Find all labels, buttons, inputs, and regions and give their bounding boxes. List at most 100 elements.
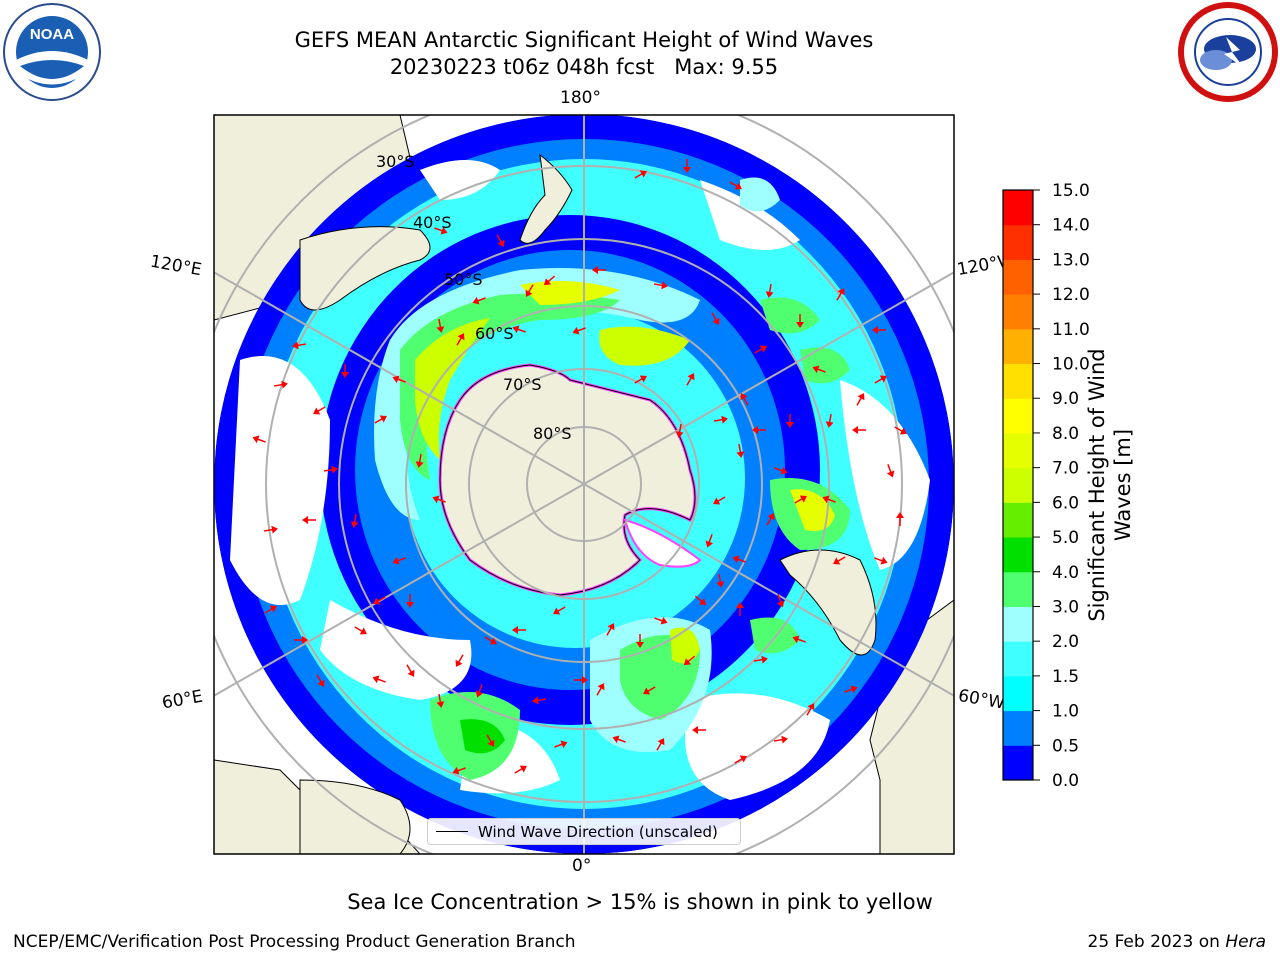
wave-direction-arrow bbox=[792, 635, 806, 644]
footer-machine: Hera bbox=[1225, 932, 1266, 952]
wave-direction-arrow bbox=[713, 415, 728, 424]
wave-direction-arrow bbox=[373, 596, 386, 605]
wave-direction-arrow bbox=[512, 325, 526, 334]
wave-direction-arrow bbox=[754, 345, 767, 354]
colorbar-tick-label: 15.0 bbox=[1052, 181, 1090, 201]
wave-direction-arrow bbox=[852, 426, 866, 434]
wave-direction-arrow bbox=[740, 393, 749, 406]
wave-direction-arrow bbox=[734, 755, 747, 764]
wave-direction-arrow bbox=[292, 341, 307, 350]
colorbar-tick-label: 1.5 bbox=[1052, 667, 1079, 687]
lon-label-180: 180° bbox=[560, 88, 601, 108]
wave-direction-arrow bbox=[350, 513, 359, 528]
colorbar-swatch bbox=[1003, 467, 1033, 503]
noaa-logo-text: NOAA bbox=[30, 26, 74, 43]
footer-date-text: 25 Feb 2023 on bbox=[1087, 932, 1220, 952]
wave-direction-arrow bbox=[452, 766, 466, 775]
colorbar-swatch bbox=[1003, 745, 1033, 781]
wave-direction-arrow bbox=[656, 738, 665, 751]
wave-direction-arrow bbox=[874, 375, 887, 384]
sea-ice-note: Sea Ice Concentration > 15% is shown in … bbox=[347, 890, 933, 914]
colorbar: 0.0 0.5 1.0 1.5 2.0 3.0 4.0 5.0 6.0 7.0 8.0 9.0 10.0… bbox=[1002, 181, 1090, 791]
wave-direction-arrow bbox=[683, 655, 696, 666]
wave-direction-arrow bbox=[836, 288, 845, 301]
wave-direction-arrow bbox=[686, 373, 695, 386]
wave-direction-arrow bbox=[636, 634, 644, 648]
wave-direction-arrow bbox=[472, 296, 486, 305]
colorbar-tick-label: 6.0 bbox=[1052, 493, 1079, 513]
lat-label-50s: 50°S bbox=[444, 270, 483, 289]
wave-direction-arrow bbox=[484, 636, 497, 645]
land-outside-disk bbox=[214, 115, 954, 854]
wave-direction-arrow bbox=[475, 684, 484, 698]
colorbar-tick-label: 7.0 bbox=[1052, 459, 1079, 479]
colorbar-swatch bbox=[1003, 294, 1033, 330]
wave-direction-arrow bbox=[794, 495, 807, 504]
colorbar-swatch bbox=[1003, 710, 1033, 746]
wave-direction-arrow bbox=[716, 573, 725, 588]
colorbar-swatch bbox=[1003, 571, 1033, 607]
wave-direction-arrow bbox=[874, 556, 888, 565]
wave-direction-arrow bbox=[796, 314, 804, 328]
wave-direction-arrow bbox=[765, 283, 774, 298]
wave-direction-arrow bbox=[822, 495, 836, 504]
wave-direction-arrow bbox=[553, 606, 566, 615]
colorbar-swatch bbox=[1003, 328, 1033, 365]
wave-direction-arrow bbox=[436, 693, 445, 708]
wave-direction-arrow bbox=[694, 595, 707, 606]
wave-direction-arrow bbox=[496, 234, 505, 247]
wave-direction-arrow bbox=[374, 415, 387, 424]
wave-direction-arrow bbox=[323, 465, 338, 474]
wave-direction-arrow bbox=[264, 605, 277, 614]
wave-direction-arrow bbox=[844, 685, 858, 694]
wave-direction-arrow bbox=[263, 525, 278, 534]
lat-label-40s: 40°S bbox=[413, 213, 452, 232]
colorbar-tick-label: 1.0 bbox=[1052, 702, 1079, 722]
wave-direction-arrow bbox=[711, 312, 720, 325]
colorbar-tick-label: 5.0 bbox=[1052, 528, 1079, 548]
colorbar-tick-label: 4.0 bbox=[1052, 563, 1079, 583]
wave-direction-arrow bbox=[634, 375, 647, 384]
wave-direction-arrow bbox=[434, 226, 448, 235]
colorbar-tick-label: 3.0 bbox=[1052, 597, 1079, 617]
chart-title: GEFS MEAN Antarctic Significant Height o… bbox=[294, 28, 874, 52]
national-weather-service-logo bbox=[1178, 2, 1278, 102]
wave-direction-arrow bbox=[683, 159, 691, 173]
colorbar-swatch bbox=[1003, 606, 1033, 642]
wave-direction-arrow bbox=[436, 318, 445, 333]
wave-direction-arrow bbox=[543, 275, 556, 286]
legend-line-swatch bbox=[436, 831, 468, 832]
wave-direction-arrow bbox=[736, 602, 744, 616]
colorbar-tick-label: 8.0 bbox=[1052, 424, 1079, 444]
colorbar-tick-label: 14.0 bbox=[1052, 216, 1090, 236]
wave-direction-arrow bbox=[692, 726, 706, 734]
wave-direction-arrow bbox=[372, 675, 386, 684]
footer-date: 25 Feb 2023 on Hera bbox=[1088, 932, 1266, 952]
colorbar-tick-label: 10.0 bbox=[1052, 355, 1090, 375]
colorbar-swatch bbox=[1003, 675, 1033, 712]
colorbar-swatch bbox=[1003, 432, 1033, 469]
wave-direction-arrow bbox=[341, 364, 349, 378]
colorbar-label: Significant Height of Wind Waves [m] bbox=[1085, 348, 1135, 622]
wave-direction-arrow bbox=[654, 616, 668, 625]
wave-direction-arrow bbox=[512, 626, 526, 634]
colorbar-swatch bbox=[1003, 363, 1033, 399]
legend-label: Wind Wave Direction (unscaled) bbox=[478, 822, 718, 841]
wave-direction-arrow bbox=[812, 365, 826, 374]
wave-direction-arrow bbox=[432, 495, 446, 504]
lat-label-70s: 70°S bbox=[503, 375, 542, 394]
wave-direction-arrow bbox=[856, 393, 865, 406]
wave-direction-arrow bbox=[786, 414, 794, 428]
lon-label-0: 0° bbox=[572, 856, 592, 876]
wave-direction-arrow bbox=[825, 413, 834, 428]
wave-direction-arrow bbox=[872, 326, 886, 334]
wave-direction-arrow bbox=[606, 623, 615, 636]
wave-direction-arrow bbox=[316, 674, 325, 687]
wave-direction-arrow bbox=[736, 443, 745, 458]
wave-direction-arrow bbox=[753, 655, 768, 664]
map-border bbox=[213, 114, 955, 855]
lat-label-80s: 80°S bbox=[533, 424, 572, 443]
wave-direction-arrow bbox=[592, 266, 606, 274]
wave-direction-arrow bbox=[406, 664, 415, 677]
